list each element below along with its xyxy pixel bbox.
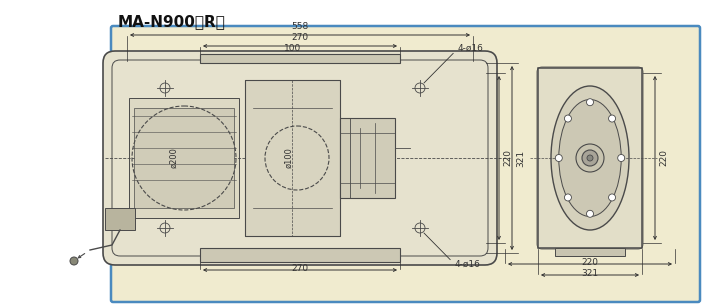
FancyBboxPatch shape <box>111 26 700 302</box>
Circle shape <box>618 155 625 161</box>
Text: 100: 100 <box>284 44 301 53</box>
Circle shape <box>564 115 572 122</box>
Text: 270: 270 <box>291 33 309 42</box>
Bar <box>129 98 239 218</box>
Text: 558: 558 <box>291 22 309 31</box>
Bar <box>200 248 400 262</box>
Bar <box>200 54 400 63</box>
Text: ø200: ø200 <box>170 148 178 168</box>
Circle shape <box>587 155 593 161</box>
Bar <box>134 108 234 208</box>
Text: 220: 220 <box>503 149 512 167</box>
Bar <box>245 80 340 236</box>
Circle shape <box>586 99 594 106</box>
Text: 220: 220 <box>659 149 668 167</box>
Bar <box>340 118 395 198</box>
Circle shape <box>70 257 78 265</box>
Bar <box>538 68 642 248</box>
Circle shape <box>582 150 598 166</box>
Text: 4-ø16: 4-ø16 <box>424 44 484 83</box>
Circle shape <box>608 194 616 201</box>
Text: ø100: ø100 <box>285 148 293 168</box>
Text: 321: 321 <box>516 149 525 167</box>
Bar <box>105 208 135 230</box>
Circle shape <box>586 210 594 217</box>
Text: MA-N900（R）: MA-N900（R） <box>118 14 226 29</box>
Bar <box>555 248 625 256</box>
Ellipse shape <box>551 86 629 230</box>
Text: 4-ø16: 4-ø16 <box>424 233 481 269</box>
Circle shape <box>555 155 562 161</box>
Text: 321: 321 <box>581 269 599 278</box>
Text: 270: 270 <box>291 264 309 273</box>
Circle shape <box>576 144 604 172</box>
FancyArrowPatch shape <box>78 253 84 258</box>
Ellipse shape <box>559 99 621 217</box>
Circle shape <box>608 115 616 122</box>
Circle shape <box>564 194 572 201</box>
Text: 220: 220 <box>581 258 599 267</box>
FancyBboxPatch shape <box>103 51 497 265</box>
